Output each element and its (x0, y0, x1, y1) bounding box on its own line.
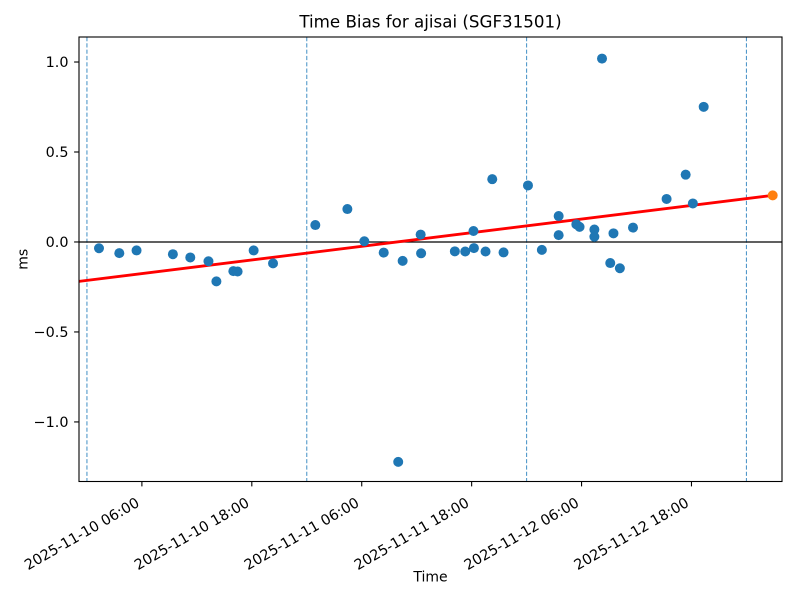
measurement-point (268, 258, 279, 269)
measurement-point (589, 224, 600, 235)
chart-title: Time Bias for ajisai (SGF31501) (298, 11, 561, 31)
measurement-point (553, 211, 564, 222)
measurement-point (310, 220, 321, 231)
day-gridlines (86, 37, 747, 482)
measurement-point (415, 229, 426, 240)
measurement-point (248, 245, 259, 256)
measurement-point (211, 276, 222, 287)
measurement-point (487, 174, 498, 185)
measurement-point (397, 255, 408, 266)
y-tick-label: 1.0 (46, 55, 69, 71)
y-tick-label: −1.0 (34, 415, 69, 431)
measurement-point (628, 222, 639, 233)
measurement-point (416, 248, 427, 259)
measurement-point (597, 53, 608, 64)
measurement-point (203, 256, 214, 267)
measurement-point (167, 249, 178, 260)
measurement-point (93, 243, 104, 254)
measurement-point (498, 247, 509, 258)
measurement-point (522, 180, 533, 191)
measurement-point (460, 246, 471, 257)
measurement-point (574, 221, 585, 232)
measurement-point (608, 228, 619, 239)
y-ticks: 1.0 0.5 0.0 −0.5 −1.0 (34, 55, 79, 431)
measurement-point (468, 225, 479, 236)
measurement-point (687, 198, 698, 209)
measurement-point (661, 193, 672, 204)
measurement-point (589, 231, 600, 242)
y-tick-label: 0.5 (46, 145, 69, 161)
measurement-point (359, 236, 370, 247)
trend-line (78, 193, 773, 283)
y-tick-label: −0.5 (34, 325, 69, 341)
plot-border (78, 36, 783, 483)
measurement-point (131, 245, 142, 256)
measurement-point (232, 266, 243, 277)
measurement-point (342, 204, 353, 215)
measurement-point (393, 456, 404, 467)
measurement-point (536, 244, 547, 255)
prediction-point (767, 190, 778, 201)
measurement-point (378, 247, 389, 258)
measurement-point (468, 243, 479, 254)
measurement-point (680, 169, 691, 180)
measurement-point (605, 258, 616, 269)
y-axis-label: ms (16, 249, 32, 270)
measurement-point (480, 246, 491, 257)
measurement-point (698, 101, 709, 112)
y-tick-label: 0.0 (46, 235, 69, 251)
measurement-point (553, 230, 564, 241)
scatter-points (93, 53, 709, 467)
measurement-point (449, 246, 460, 257)
measurement-point (614, 263, 625, 274)
measurement-point (185, 252, 196, 263)
x-axis-label: Time (412, 569, 447, 585)
measurement-point (114, 248, 125, 259)
